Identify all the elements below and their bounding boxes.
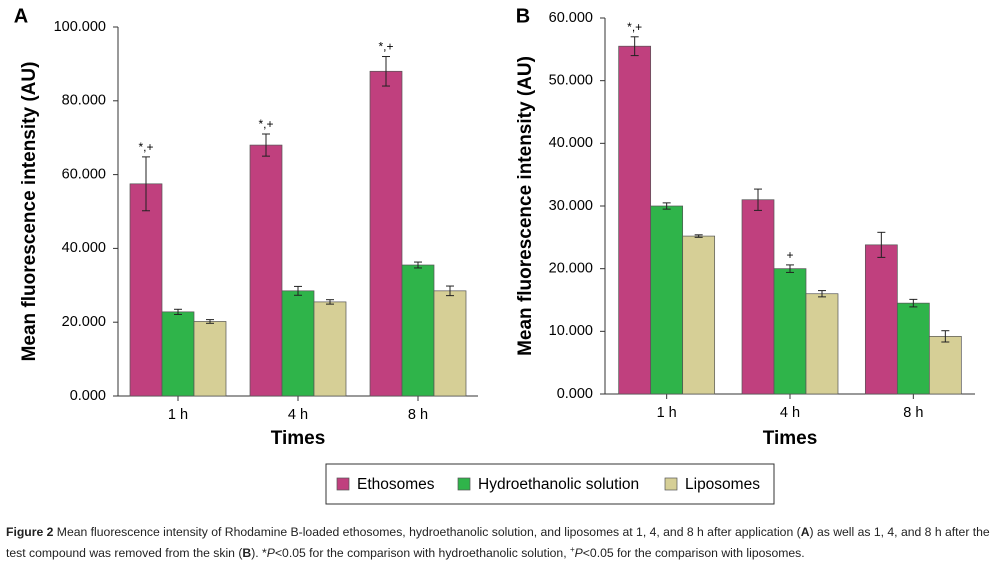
bar — [369, 70, 403, 397]
caption-text: + — [569, 545, 575, 554]
chart: A Mean fluorescence intensity (AU) Times 0.… — [14, 5, 975, 505]
y-tick-label: 10.000 — [549, 323, 593, 339]
panel-label: B — [516, 5, 530, 27]
y-axis-label: Mean fluorescence intensity (AU) — [19, 62, 40, 362]
bar — [618, 45, 652, 395]
y-tick-label: 60.000 — [549, 10, 593, 26]
legend-swatch — [457, 477, 471, 491]
legend-label: Ethosomes — [357, 476, 435, 493]
bar — [805, 293, 839, 395]
caption-text: Mean fluorescence intensity of Rhodamine… — [53, 525, 801, 539]
caption-text: ). * — [251, 546, 267, 561]
x-tick-label: 1 h — [168, 407, 188, 423]
y-tick-label: 60.000 — [62, 166, 106, 182]
caption-text: A — [800, 525, 810, 539]
legend-label: Liposomes — [685, 476, 760, 493]
bar — [281, 290, 315, 397]
caption-text: B — [242, 546, 252, 561]
bar — [682, 235, 716, 395]
y-tick-label: 40.000 — [549, 135, 593, 151]
legend-box — [325, 463, 775, 505]
significance-label: + — [786, 248, 793, 262]
significance-label: *,+ — [138, 140, 153, 154]
x-tick-label: 4 h — [288, 407, 308, 423]
x-tick-label: 1 h — [657, 405, 677, 421]
y-axis-label: Mean fluorescence intensity (AU) — [515, 56, 536, 356]
caption-text: P — [574, 546, 583, 561]
y-tick-label: 20.000 — [62, 314, 106, 330]
bar — [401, 264, 435, 397]
x-axis-label: Times — [763, 428, 818, 449]
legend-swatch — [664, 477, 678, 491]
y-tick-label: 40.000 — [62, 240, 106, 256]
caption-text: Figure 2 — [6, 525, 54, 539]
caption-text: <0.05 for the comparison with liposomes. — [582, 546, 805, 561]
significance-label: *,+ — [258, 117, 273, 131]
y-tick-label: 20.000 — [549, 260, 593, 276]
x-tick-label: 8 h — [408, 407, 428, 423]
bar — [433, 290, 467, 397]
x-tick-label: 8 h — [903, 405, 923, 421]
bar — [928, 335, 962, 395]
bar — [313, 301, 347, 397]
legend-label: Hydroethanolic solution — [478, 476, 639, 493]
legend-swatch — [336, 477, 350, 491]
y-tick-label: 100.000 — [54, 19, 106, 35]
x-axis-label: Times — [271, 428, 326, 449]
significance-label: *,+ — [627, 20, 642, 34]
y-tick-label: 30.000 — [549, 198, 593, 214]
y-tick-label: 80.000 — [62, 93, 106, 109]
x-tick-label: 4 h — [780, 405, 800, 421]
bar — [650, 205, 684, 395]
bar — [129, 183, 163, 397]
y-tick-label: 0.000 — [70, 388, 106, 404]
significance-label: *,+ — [378, 40, 393, 54]
bar — [193, 321, 227, 397]
y-tick-label: 0.000 — [557, 386, 593, 402]
caption-text: <0.05 for the comparison with hydroethan… — [274, 546, 570, 561]
y-tick-label: 50.000 — [549, 72, 593, 88]
figure-caption: Figure 2 Mean fluorescence intensity of … — [6, 523, 991, 562]
bar — [864, 244, 898, 395]
bar — [741, 199, 775, 395]
bar — [249, 144, 283, 397]
bar — [896, 302, 930, 395]
caption-text: P — [266, 546, 275, 561]
bar — [161, 311, 195, 397]
caption-text: ) as well as 1, 4, and 8 h after the tes… — [6, 525, 990, 561]
panel-label: A — [14, 5, 28, 27]
bar — [773, 268, 807, 395]
